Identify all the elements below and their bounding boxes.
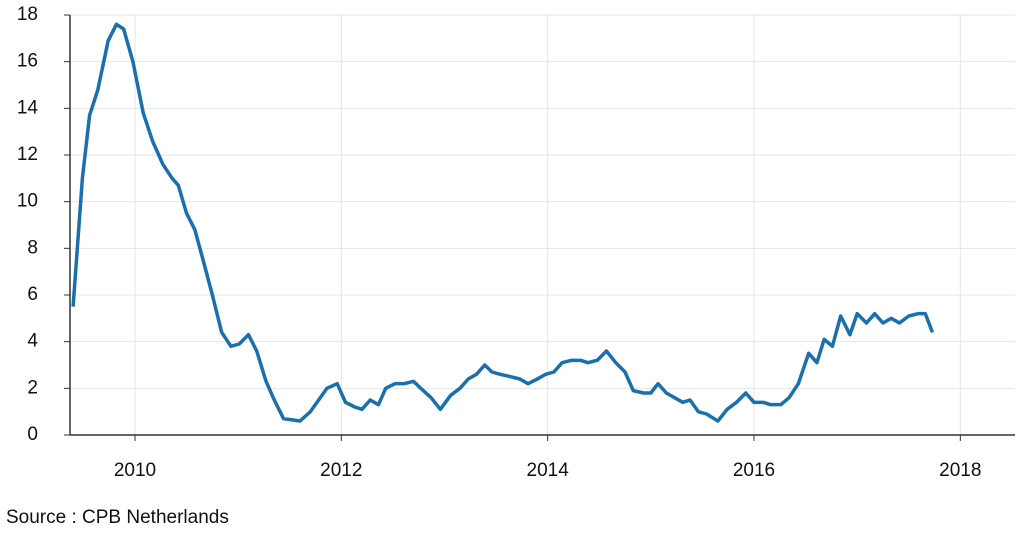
x-tick-label: 2014 — [527, 460, 570, 481]
y-tick-label: 6 — [27, 284, 38, 305]
source-note: Source : CPB Netherlands — [6, 507, 229, 528]
y-tick-label: 2 — [27, 377, 38, 398]
x-tick-label: 2018 — [939, 460, 981, 481]
y-tick-label: 10 — [17, 191, 38, 212]
x-tick-label: 2016 — [733, 460, 775, 481]
y-tick-label: 12 — [17, 144, 38, 165]
y-tick-label: 0 — [27, 424, 38, 445]
x-tick-label: 2012 — [320, 460, 362, 481]
y-tick-label: 8 — [27, 237, 38, 258]
y-tick-label: 14 — [17, 97, 39, 118]
data-line — [71, 22, 935, 423]
y-tick-label: 16 — [17, 51, 38, 72]
x-tick-label: 2010 — [114, 460, 156, 481]
y-tick-label: 4 — [27, 331, 38, 352]
y-tick-label: 18 — [17, 4, 38, 25]
